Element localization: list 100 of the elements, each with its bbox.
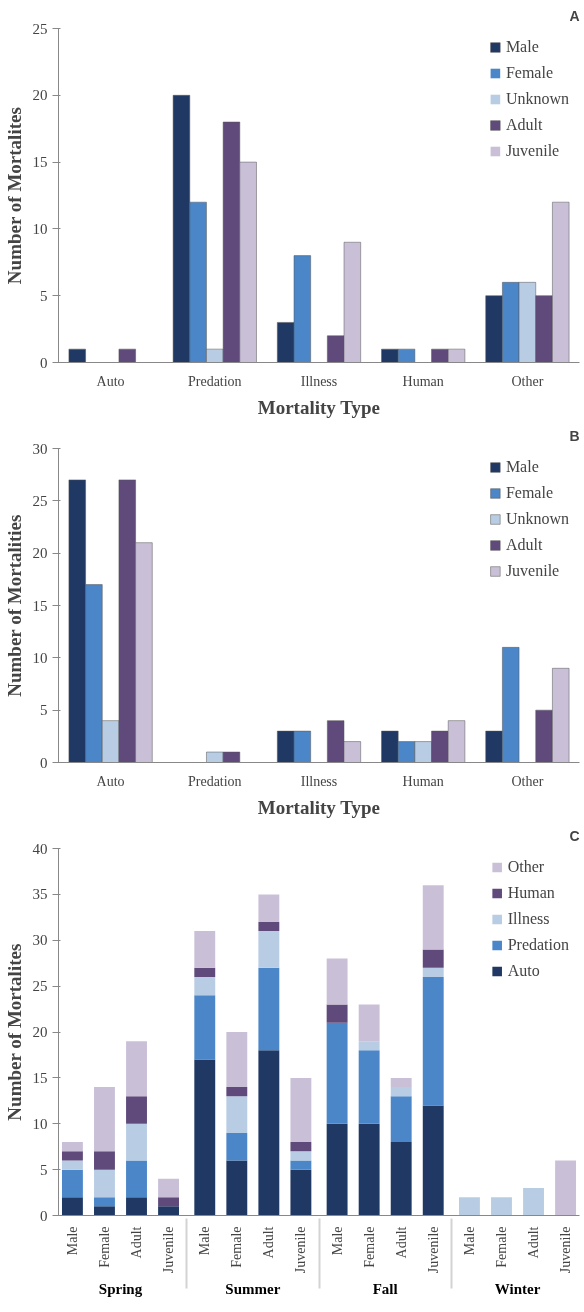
chart-title: C: [569, 827, 580, 844]
x-tick-label: Male: [461, 1226, 477, 1256]
x-tick-label: Male: [197, 1226, 213, 1256]
x-tick-label: Adult: [393, 1226, 409, 1259]
bar: [226, 1132, 248, 1161]
y-tick-label: 20: [32, 1024, 48, 1040]
x-tick-label: Human: [402, 773, 444, 789]
x-tick-label: Auto: [96, 373, 125, 389]
bar: [326, 958, 348, 1005]
bar: [126, 1197, 147, 1216]
x-axis-title: Mortality Type: [257, 396, 380, 418]
bar: [358, 1050, 380, 1124]
bar: [94, 1151, 115, 1170]
legend-label: Unknown: [505, 90, 569, 108]
x-tick-label: Auto: [96, 773, 125, 789]
bar: [94, 1206, 115, 1216]
bar: [390, 1087, 412, 1097]
bar: [94, 1197, 115, 1207]
bar: [358, 1004, 380, 1042]
y-tick-label: 10: [32, 649, 48, 666]
bar: [61, 1142, 83, 1152]
x-tick-label: Female: [493, 1226, 509, 1268]
y-tick-label: 5: [40, 287, 48, 304]
bar: [290, 1151, 312, 1161]
legend-label: Auto: [507, 962, 540, 980]
chart-title: A: [569, 7, 580, 24]
legend-label: Female: [505, 484, 553, 502]
x-axis-title: Mortality Type: [257, 796, 380, 818]
text: Spring: [98, 1281, 143, 1298]
bar: [126, 1096, 147, 1124]
x-tick-label: Female: [229, 1226, 245, 1268]
x-tick-label: Predation: [187, 773, 242, 789]
legend-label: Other: [507, 858, 545, 876]
bar: [390, 1096, 412, 1143]
bar: [523, 1187, 544, 1216]
bar: [326, 1123, 348, 1216]
bar: [358, 1123, 380, 1216]
y-axis-title: Number of Mortalites: [3, 107, 25, 285]
bar: [422, 885, 444, 950]
y-tick-label: 0: [40, 1207, 48, 1224]
bar: [358, 1041, 380, 1051]
bar: [158, 1178, 179, 1198]
y-axis-title: Number of Mortalites: [3, 943, 25, 1121]
bar: [326, 1022, 348, 1124]
x-tick-label: Human: [402, 373, 444, 389]
bar: [258, 931, 280, 968]
x-tick-label: Male: [64, 1226, 80, 1256]
x-tick-label: Other: [511, 773, 544, 789]
bar: [390, 1077, 412, 1088]
text: Fall: [372, 1281, 398, 1298]
x-tick-label: Juvenile: [161, 1226, 177, 1274]
y-tick-label: 15: [32, 154, 48, 171]
bar: [61, 1151, 83, 1161]
x-tick-label: Adult: [526, 1226, 542, 1259]
bar: [555, 1160, 577, 1216]
y-tick-label: 0: [40, 354, 48, 371]
x-tick-label: Juvenile: [293, 1226, 309, 1274]
x-tick-label: Predation: [187, 373, 242, 389]
bar: [194, 1059, 216, 1216]
bar: [158, 1197, 179, 1207]
bar: [126, 1160, 147, 1198]
bar: [158, 1206, 179, 1216]
legend-label: Predation: [507, 936, 569, 954]
bar: [390, 1142, 412, 1216]
legend-label: Illness: [507, 910, 550, 928]
bar: [422, 1105, 444, 1216]
bar: [61, 1197, 83, 1216]
bar: [194, 931, 216, 968]
bar: [68, 348, 86, 363]
bar: [422, 967, 444, 977]
bar: [290, 1142, 312, 1152]
bar: [326, 1004, 348, 1023]
bar: [290, 1160, 312, 1170]
x-tick-label: Adult: [129, 1226, 145, 1259]
legend-label: Human: [507, 884, 555, 902]
bar: [290, 1077, 312, 1143]
x-tick-label: Female: [361, 1226, 377, 1268]
bar: [258, 894, 280, 922]
bar: [226, 1032, 248, 1088]
y-tick-label: 40: [32, 840, 48, 857]
y-tick-label: 30: [32, 932, 48, 949]
bar: [258, 967, 280, 1051]
bar: [226, 1160, 248, 1216]
y-tick-label: 25: [32, 20, 48, 37]
y-tick-label: 0: [40, 754, 48, 771]
legend-label: Adult: [505, 536, 543, 554]
y-tick-label: 5: [40, 1161, 48, 1178]
bar: [491, 1197, 512, 1216]
x-tick-label: Juvenile: [425, 1226, 441, 1274]
bar: [226, 1087, 248, 1097]
legend-label: Unknown: [505, 510, 569, 528]
text: Winter: [494, 1281, 541, 1298]
x-tick-label: Illness: [300, 773, 338, 789]
bar: [422, 949, 444, 968]
bar: [194, 995, 216, 1060]
y-tick-label: 20: [32, 545, 48, 562]
x-tick-label: Illness: [300, 373, 338, 389]
legend-label: Juvenile: [505, 562, 560, 580]
y-tick-label: 10: [32, 220, 48, 237]
y-tick-label: 20: [32, 87, 48, 104]
